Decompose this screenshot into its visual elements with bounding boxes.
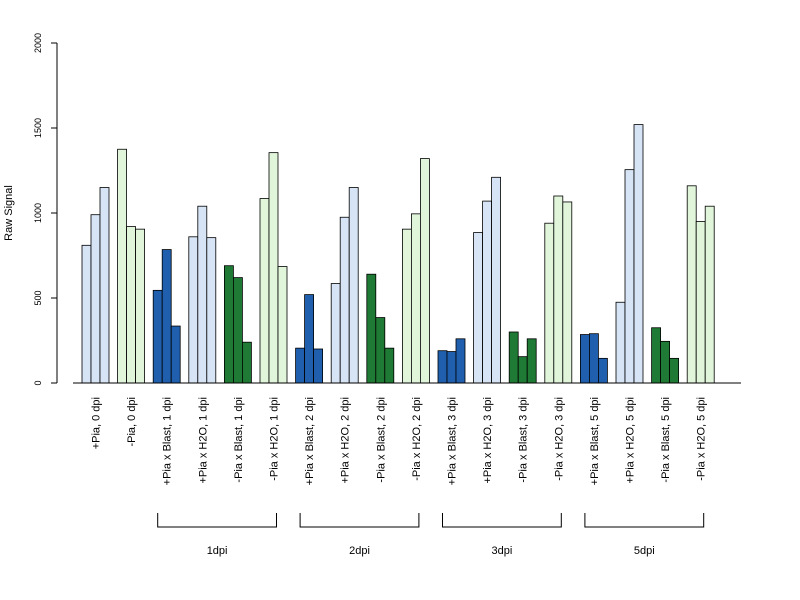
bar [669, 357, 679, 384]
bar [410, 213, 421, 384]
bar [491, 176, 502, 384]
x-tick-label: -Pia x H2O, 5 dpi [696, 397, 708, 481]
x-tick-label: -Pia x H2O, 3 dpi [553, 397, 565, 481]
bar [90, 214, 101, 384]
y-tick-label: 1000 [33, 203, 43, 223]
bar [99, 187, 110, 384]
bar [517, 356, 528, 384]
y-axis-label: Raw Signal [3, 185, 15, 241]
bar [339, 216, 350, 384]
x-tick-label: -Pia x Blast, 5 dpi [660, 397, 672, 483]
x-tick-label: -Pia x H2O, 2 dpi [411, 397, 423, 481]
bar [437, 350, 448, 384]
group-label: 3dpi [492, 545, 513, 557]
bar [152, 289, 163, 384]
x-tick-label: +Pia x H2O, 1 dpi [197, 397, 209, 484]
bar [135, 228, 146, 384]
x-tick-labels: +Pia, 0 dpi -Pia, 0 dpi +Pia x Blast, 1 dp… [91, 397, 708, 485]
bar [651, 327, 661, 384]
group-bracket [299, 513, 420, 528]
x-tick-label: +Pia x H2O, 2 dpi [340, 397, 352, 484]
bar [419, 158, 430, 384]
group-brackets: 1dpi 2dpi 3dpi 5dpi [157, 513, 705, 557]
bar [241, 341, 252, 384]
bar [526, 338, 537, 384]
bar [401, 228, 412, 384]
bar [232, 277, 243, 384]
bar [482, 200, 493, 384]
bar [589, 333, 599, 384]
bar [704, 205, 715, 384]
bar [170, 325, 181, 384]
bar [81, 244, 92, 384]
bar [161, 249, 172, 384]
bar [553, 195, 564, 384]
bar [544, 222, 555, 384]
group-label: 5dpi [634, 545, 655, 557]
bar [259, 198, 270, 384]
x-tick-label: -Pia x Blast, 1 dpi [233, 397, 245, 483]
bar [268, 152, 279, 384]
y-tick-label: 1500 [33, 118, 43, 138]
bar [686, 185, 697, 384]
x-tick-label: +Pia x Blast, 1 dpi [162, 397, 174, 485]
bar [126, 226, 136, 384]
group-bracket [157, 513, 277, 528]
bar [295, 347, 306, 384]
bar [633, 124, 644, 384]
bar [206, 237, 217, 384]
x-tick-label: -Pia x Blast, 2 dpi [375, 397, 387, 483]
bar [598, 357, 608, 384]
x-tick-label: -Pia x Blast, 3 dpi [518, 397, 530, 483]
x-tick-label: +Pia x H2O, 3 dpi [482, 397, 494, 484]
bar [660, 340, 670, 384]
bar [197, 205, 208, 384]
bar [223, 265, 234, 384]
bars-layer [81, 124, 715, 384]
bar [375, 317, 386, 384]
group-bracket [442, 513, 562, 528]
x-tick-label: -Pia, 0 dpi [126, 397, 138, 447]
group-label: 2dpi [349, 545, 370, 557]
bar [508, 331, 519, 384]
bar [304, 294, 315, 384]
y-tick-label: 500 [33, 290, 43, 305]
y-tick-label: 0 [33, 380, 43, 385]
x-tick-label: +Pia x Blast, 2 dpi [304, 397, 316, 485]
x-tick-label: +Pia x Blast, 3 dpi [447, 397, 459, 485]
bar [624, 169, 635, 384]
group-label: 1dpi [207, 545, 228, 557]
bar [330, 283, 341, 384]
bar [455, 338, 466, 384]
bar [188, 236, 199, 384]
x-tick-label: +Pia x H2O, 5 dpi [625, 397, 637, 484]
bar [615, 301, 626, 384]
bar [366, 273, 377, 384]
bar [117, 148, 127, 384]
bar [384, 347, 395, 384]
bar [348, 187, 359, 384]
bar [580, 334, 590, 384]
bar [446, 351, 457, 384]
group-bracket [584, 513, 705, 528]
bar [473, 232, 484, 384]
x-tick-label: -Pia x H2O, 1 dpi [269, 397, 281, 481]
bar [562, 201, 573, 384]
x-tick-label: +Pia x Blast, 5 dpi [589, 397, 601, 485]
y-axis: 0 500 1000 1500 2000 [33, 33, 58, 386]
bar [277, 266, 288, 384]
bar [313, 348, 324, 384]
x-tick-label: +Pia, 0 dpi [91, 397, 103, 449]
y-tick-label: 2000 [33, 33, 43, 53]
bar [695, 221, 706, 384]
